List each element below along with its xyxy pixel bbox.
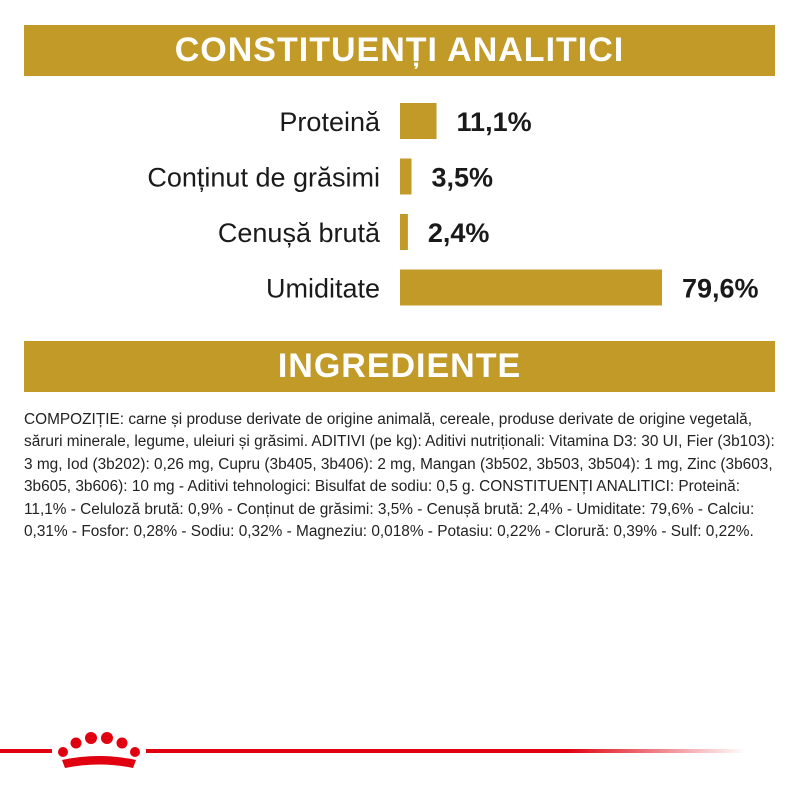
bar-value-label: 11,1%: [457, 107, 532, 137]
ingredients-header: INGREDIENTE: [24, 341, 775, 392]
bar: [400, 214, 408, 250]
crown-icon: [58, 732, 140, 768]
bar-label: Umiditate: [266, 274, 380, 304]
bar-label: Conținut de grăsimi: [147, 163, 380, 193]
bar-value-label: 3,5%: [432, 163, 494, 193]
composition-text: COMPOZIȚIE: carne și produse derivate de…: [24, 411, 775, 541]
bar-value-label: 79,6%: [682, 274, 759, 304]
analytical-constituents-header: CONSTITUENȚI ANALITICI: [24, 25, 775, 76]
bar-label: Cenușă brută: [218, 218, 381, 248]
bar: [400, 269, 662, 306]
footer-line-right: [146, 749, 746, 753]
bar-label: Proteină: [279, 107, 381, 137]
bar-value-label: 2,4%: [428, 218, 490, 248]
ingredients-title: INGREDIENTE: [277, 347, 522, 385]
analytical-constituents-title: CONSTITUENȚI ANALITICI: [174, 31, 625, 69]
bar: [400, 103, 437, 139]
brand-footer: [0, 732, 746, 768]
bar: [400, 158, 412, 195]
nutrient-bar-chart: Proteină 11,1% Conținut de grăsimi 3,5% Cenu…: [147, 103, 759, 306]
footer-line-left: [0, 749, 52, 753]
